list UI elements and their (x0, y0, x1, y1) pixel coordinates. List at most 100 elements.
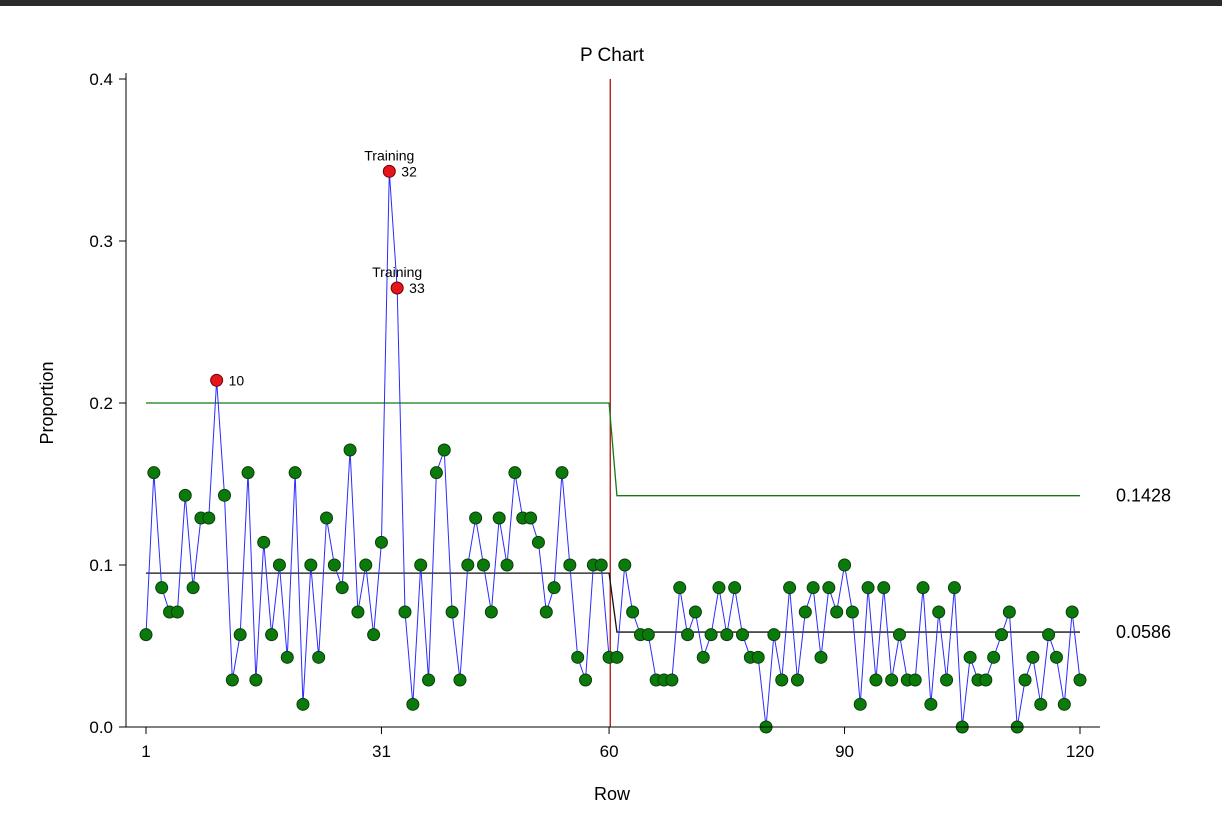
data-point (892, 628, 906, 642)
data-point (830, 605, 844, 619)
data-point (539, 605, 553, 619)
flagged-point (382, 164, 396, 178)
data-point (406, 697, 420, 711)
data-point (845, 605, 859, 619)
x-tick-label: 90 (835, 742, 854, 761)
data-point (437, 443, 451, 457)
data-point (351, 605, 365, 619)
data-point (500, 558, 514, 572)
point-note: Training (372, 264, 422, 280)
data-point (704, 628, 718, 642)
y-tick-label: 0.3 (89, 232, 113, 251)
data-point (304, 558, 318, 572)
data-point (217, 488, 231, 502)
data-point (877, 581, 891, 595)
data-point (618, 558, 632, 572)
data-point (806, 581, 820, 595)
data-point (641, 628, 655, 642)
x-tick-label: 1 (141, 742, 150, 761)
data-point (579, 673, 593, 687)
data-point (987, 650, 1001, 664)
data-point (1018, 673, 1032, 687)
data-point (940, 673, 954, 687)
data-point (1073, 673, 1087, 687)
data-point (979, 673, 993, 687)
data-point (312, 650, 326, 664)
data-point (531, 535, 545, 549)
data-point (335, 581, 349, 595)
y-tick-label: 0.2 (89, 394, 113, 413)
flagged-point (210, 373, 224, 387)
data-point (775, 673, 789, 687)
data-point (1065, 605, 1079, 619)
data-point (853, 697, 867, 711)
data-point (814, 650, 828, 664)
data-point (869, 673, 883, 687)
data-point (288, 466, 302, 480)
top-border (0, 0, 1222, 6)
data-point (422, 673, 436, 687)
data-point (484, 605, 498, 619)
data-point (594, 558, 608, 572)
center-line (146, 572, 1080, 633)
data-point (327, 558, 341, 572)
data-point (524, 511, 538, 525)
data-point (296, 697, 310, 711)
data-point (790, 673, 804, 687)
point-note: Training (364, 147, 414, 163)
data-point (696, 650, 710, 664)
data-point (1049, 650, 1063, 664)
x-tick-label: 60 (600, 742, 619, 761)
data-point (947, 581, 961, 595)
data-point (139, 628, 153, 642)
y-tick-label: 0.4 (89, 70, 113, 89)
data-point (155, 581, 169, 595)
data-point (1057, 697, 1071, 711)
data-point (736, 628, 750, 642)
data-point (272, 558, 286, 572)
ucl-value-label: 0.1428 (1116, 486, 1171, 506)
data-point (547, 581, 561, 595)
data-point (233, 628, 247, 642)
data-point (257, 535, 271, 549)
y-tick-label: 0.1 (89, 556, 113, 575)
data-point (445, 605, 459, 619)
data-point (783, 581, 797, 595)
x-axis-label: Row (594, 784, 631, 804)
data-point (398, 605, 412, 619)
y-axis-label: Proportion (37, 361, 57, 444)
data-point (916, 581, 930, 595)
data-point (681, 628, 695, 642)
data-point (963, 650, 977, 664)
y-tick-label: 0.0 (89, 718, 113, 737)
data-point (1002, 605, 1016, 619)
point-label: 33 (409, 280, 425, 296)
control-limits-layer: 0.1428 0.0586 (146, 402, 1171, 642)
data-point (241, 466, 255, 480)
data-point (712, 581, 726, 595)
data-point (908, 673, 922, 687)
data-point (414, 558, 428, 572)
data-point (1034, 697, 1048, 711)
data-point (265, 628, 279, 642)
data-point (343, 443, 357, 457)
data-point (626, 605, 640, 619)
data-point (508, 466, 522, 480)
data-points-layer (139, 164, 1087, 734)
data-point (249, 673, 263, 687)
data-point (798, 605, 812, 619)
data-point (202, 511, 216, 525)
data-point (720, 628, 734, 642)
data-point (861, 581, 875, 595)
data-point (673, 581, 687, 595)
data-point (461, 558, 475, 572)
data-point (147, 466, 161, 480)
point-label: 10 (229, 372, 245, 388)
data-point (492, 511, 506, 525)
data-point (555, 466, 569, 480)
data-point (751, 650, 765, 664)
data-point (178, 488, 192, 502)
data-point (767, 628, 781, 642)
